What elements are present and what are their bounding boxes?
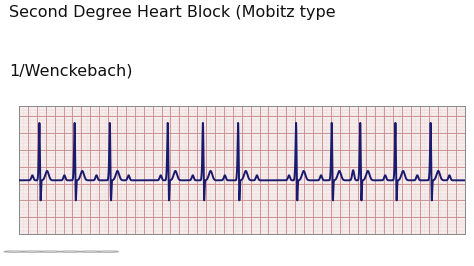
Text: Second Degree Heart Block (Mobitz type: Second Degree Heart Block (Mobitz type	[9, 5, 336, 20]
Text: 1/Wenckebach): 1/Wenckebach)	[9, 64, 133, 79]
